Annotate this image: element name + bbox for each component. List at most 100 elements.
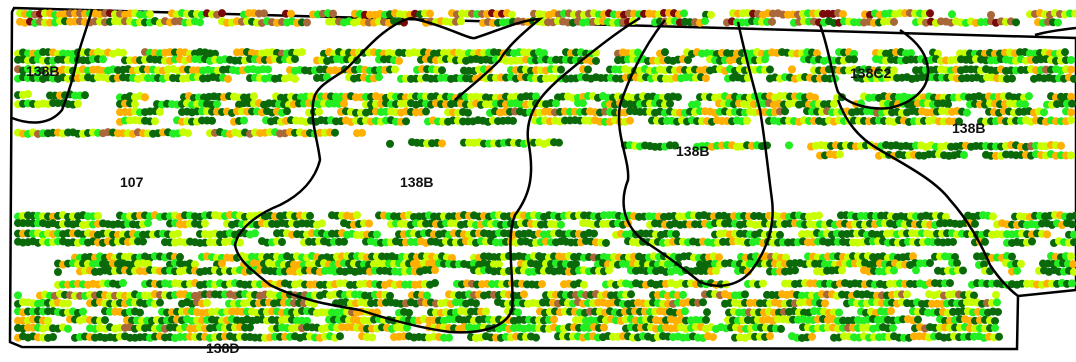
yield-pass: [14, 298, 1001, 308]
yield-dot: [291, 74, 299, 83]
yield-dot: [1071, 211, 1076, 220]
yield-dot: [989, 212, 997, 221]
yield-dot: [403, 323, 411, 332]
yield-dot: [557, 65, 565, 74]
yield-dot: [942, 212, 950, 221]
yield-dot: [699, 298, 707, 307]
yield-dot: [815, 211, 823, 220]
yield-dot: [580, 280, 588, 289]
yield-dot: [557, 220, 565, 229]
yield-dot: [707, 10, 715, 19]
yield-dot: [1070, 74, 1076, 83]
yield-pass: [14, 99, 82, 109]
yield-dot: [386, 139, 394, 148]
yield-dot: [74, 99, 82, 108]
yield-dot: [672, 230, 680, 239]
yield-dot: [431, 266, 439, 275]
yield-dot: [811, 93, 819, 102]
yield-dot: [532, 92, 540, 101]
yield-dot: [303, 316, 311, 325]
yield-dot: [94, 211, 102, 220]
yield-pass: [14, 211, 1076, 221]
yield-dot: [520, 290, 528, 299]
yield-dot: [340, 237, 348, 246]
soil-zone-138c2: [818, 24, 930, 110]
yield-dot: [759, 279, 767, 288]
yield-dot: [1057, 141, 1065, 150]
yield-dot: [1067, 116, 1075, 125]
yield-pass: [116, 116, 1075, 126]
yield-dot: [850, 49, 858, 58]
yield-dot: [532, 333, 540, 342]
yield-dot: [991, 316, 999, 325]
soil-label-138b-nw: 138B: [26, 63, 59, 79]
yield-dot: [971, 219, 979, 228]
yield-dot: [592, 56, 600, 65]
yield-dot: [1070, 267, 1076, 276]
yield-dot: [358, 128, 366, 137]
yield-dot: [509, 116, 517, 125]
yield-dot: [213, 100, 221, 109]
soil-label-138b-right: 138B: [676, 143, 709, 159]
yield-dot: [426, 9, 434, 18]
soil-zone-138b-right: [617, 19, 774, 287]
yield-dot: [600, 323, 608, 332]
soil-zone-138b-left: [233, 16, 641, 334]
yield-dot: [540, 49, 548, 58]
yield-dot: [702, 315, 710, 324]
yield-dot: [674, 93, 682, 102]
yield-dot: [627, 290, 635, 299]
yield-dot: [472, 299, 480, 308]
yield-dot: [926, 259, 934, 268]
yield-dot: [781, 107, 789, 116]
yield-dot: [139, 237, 147, 246]
yield-dot: [1028, 237, 1036, 246]
soil-boundary-ne: [1034, 26, 1076, 37]
yield-dot: [375, 73, 383, 82]
yield-dot: [287, 9, 295, 18]
yield-dot: [315, 107, 323, 116]
yield-pass: [816, 150, 1075, 160]
yield-dot: [741, 290, 749, 299]
yield-dot: [1068, 220, 1076, 229]
yield-dot: [1025, 92, 1033, 101]
yield-dot: [1067, 108, 1075, 117]
yield-dot: [44, 316, 52, 325]
yield-dot: [405, 308, 413, 317]
yield-dot: [218, 9, 226, 18]
yield-dot: [131, 100, 139, 109]
yield-dot: [101, 316, 109, 325]
yield-dot: [766, 65, 774, 74]
yield-pass: [14, 332, 1003, 342]
yield-dot: [907, 49, 915, 58]
yield-dot: [196, 18, 204, 27]
yield-dot: [887, 307, 895, 316]
soil-label-138c2: 138C2: [850, 65, 891, 81]
yield-dot: [368, 333, 376, 342]
yield-dot: [99, 55, 107, 64]
yield-dot: [552, 99, 560, 108]
yield-dot: [298, 48, 306, 57]
yield-dot: [184, 129, 192, 138]
yield-dot: [191, 260, 199, 269]
yield-pass: [116, 99, 1076, 109]
yield-pass: [14, 323, 999, 333]
yield-dot: [81, 91, 89, 100]
yield-pass: [14, 55, 1075, 65]
yield-dot: [960, 151, 968, 160]
yield-dot: [1043, 230, 1051, 239]
yield-dot: [538, 280, 546, 289]
yield-dot: [49, 333, 57, 342]
yield-dot: [782, 253, 790, 262]
yield-dot: [813, 49, 821, 58]
yield-dot: [914, 315, 922, 324]
yield-dot: [260, 9, 268, 18]
yield-dot: [373, 230, 381, 239]
yield-dot: [278, 238, 286, 247]
yield-dot: [236, 238, 244, 247]
yield-dot: [1069, 260, 1076, 269]
yield-pass: [621, 141, 1065, 151]
yield-dot: [402, 117, 410, 126]
yield-dot: [602, 238, 610, 247]
yield-dot: [590, 229, 598, 238]
